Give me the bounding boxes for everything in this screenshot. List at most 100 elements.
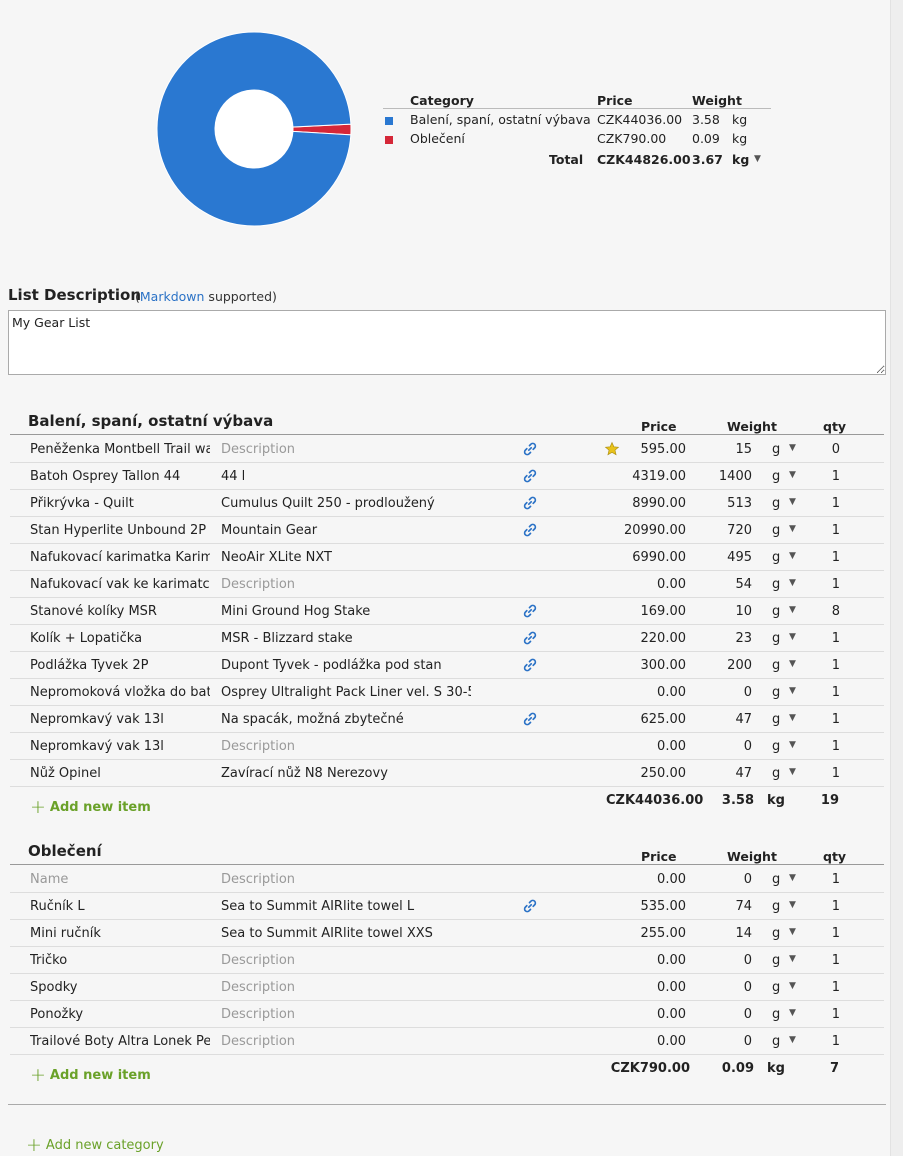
chevron-down-icon[interactable]: ▼ (789, 659, 796, 669)
item-name-field[interactable]: Batoh Osprey Tallon 44 (30, 469, 181, 484)
item-row[interactable]: Podlážka Tyvek 2P Dupont Tyvek - podlážk… (10, 652, 884, 679)
category-name[interactable]: Oblečení (28, 842, 102, 860)
item-price-field[interactable]: 0.00 (657, 739, 686, 754)
item-unit-select[interactable]: g (772, 523, 781, 538)
item-price-field[interactable]: 535.00 (640, 899, 687, 914)
item-unit-select[interactable]: g (772, 980, 781, 995)
item-unit-select[interactable]: g (772, 953, 781, 968)
item-price-field[interactable]: 300.00 (640, 658, 687, 673)
chevron-down-icon[interactable]: ▼ (789, 497, 796, 507)
item-weight-field[interactable]: 23 (735, 631, 752, 646)
item-weight-field[interactable]: 47 (735, 712, 752, 727)
item-name-field[interactable]: Přikrývka - Quilt (30, 496, 134, 511)
item-unit-select[interactable]: g (772, 712, 781, 727)
scrollbar[interactable] (890, 0, 903, 1156)
item-row[interactable]: Tričko Description 0.00 0 g ▼ 1 (10, 947, 884, 974)
chevron-down-icon[interactable]: ▼ (789, 605, 796, 615)
item-weight-field[interactable]: 200 (727, 658, 752, 673)
item-qty-field[interactable]: 1 (831, 631, 840, 646)
link-icon[interactable] (522, 468, 538, 484)
chevron-down-icon[interactable]: ▼ (789, 713, 796, 723)
item-description-field[interactable]: Na spacák, možná zbytečné (221, 712, 404, 727)
item-description-field[interactable]: Osprey Ultralight Pack Liner vel. S 30-5… (221, 685, 471, 700)
item-description-field[interactable]: 44 l (221, 469, 246, 484)
item-row[interactable]: Spodky Description 0.00 0 g ▼ 1 (10, 974, 884, 1001)
chevron-down-icon[interactable]: ▼ (789, 1008, 796, 1018)
item-name-field[interactable]: Ručník L (30, 899, 85, 914)
link-icon[interactable] (522, 495, 538, 511)
item-description-field[interactable]: Description (221, 739, 296, 754)
item-qty-field[interactable]: 1 (831, 496, 840, 511)
chevron-down-icon[interactable]: ▼ (789, 873, 796, 883)
item-unit-select[interactable]: g (772, 577, 781, 592)
item-row[interactable]: Mini ručník Sea to Summit AIRlite towel … (10, 920, 884, 947)
item-description-field[interactable]: Description (221, 980, 296, 995)
chevron-down-icon[interactable]: ▼ (789, 900, 796, 910)
item-name-field[interactable]: Nůž Opinel (30, 766, 101, 781)
item-row[interactable]: Peněženka Montbell Trail wall Descriptio… (10, 436, 884, 463)
item-weight-field[interactable]: 0 (743, 1007, 752, 1022)
item-description-field[interactable]: Description (221, 872, 296, 887)
item-name-field[interactable]: Mini ručník (30, 926, 101, 941)
chevron-down-icon[interactable]: ▼ (789, 686, 796, 696)
item-qty-field[interactable]: 1 (831, 899, 840, 914)
chevron-down-icon[interactable]: ▼ (789, 767, 796, 777)
item-unit-select[interactable]: g (772, 1034, 781, 1049)
item-weight-field[interactable]: 74 (735, 899, 752, 914)
item-qty-field[interactable]: 1 (831, 739, 840, 754)
item-unit-select[interactable]: g (772, 926, 781, 941)
chevron-down-icon[interactable]: ▼ (789, 443, 796, 453)
item-price-field[interactable]: 0.00 (657, 577, 686, 592)
item-price-field[interactable]: 250.00 (640, 766, 687, 781)
chevron-down-icon[interactable]: ▼ (789, 578, 796, 588)
category-name[interactable]: Balení, spaní, ostatní výbava (28, 412, 274, 430)
item-description-field[interactable]: Dupont Tyvek - podlážka pod stan (221, 658, 442, 673)
item-name-field[interactable]: Spodky (30, 980, 78, 995)
item-unit-select[interactable]: g (772, 469, 781, 484)
item-description-field[interactable]: Zavírací nůž N8 Nerezovy (221, 766, 388, 781)
chevron-down-icon[interactable]: ▼ (789, 524, 796, 534)
item-unit-select[interactable]: g (772, 604, 781, 619)
link-icon[interactable] (522, 522, 538, 538)
item-weight-field[interactable]: 15 (735, 442, 752, 457)
item-weight-field[interactable]: 0 (743, 872, 752, 887)
chevron-down-icon[interactable]: ▼ (789, 1035, 796, 1045)
item-unit-select[interactable]: g (772, 766, 781, 781)
item-unit-select[interactable]: g (772, 496, 781, 511)
item-qty-field[interactable]: 0 (831, 442, 840, 457)
item-weight-field[interactable]: 0 (743, 739, 752, 754)
chevron-down-icon[interactable]: ▼ (789, 551, 796, 561)
item-row[interactable]: Batoh Osprey Tallon 44 44 l 4319.00 1400… (10, 463, 884, 490)
chevron-down-icon[interactable]: ▼ (789, 740, 796, 750)
item-row[interactable]: Ponožky Description 0.00 0 g ▼ 1 (10, 1001, 884, 1028)
item-row[interactable]: Nepromkavý vak 13l Description 0.00 0 g … (10, 733, 884, 760)
add-new-item-button[interactable]: + Add new item (30, 1062, 151, 1086)
item-unit-select[interactable]: g (772, 685, 781, 700)
item-qty-field[interactable]: 1 (831, 1034, 840, 1049)
item-unit-select[interactable]: g (772, 739, 781, 754)
item-price-field[interactable]: 20990.00 (623, 523, 686, 538)
item-name-field[interactable]: Kolík + Lopatička (30, 631, 143, 646)
item-description-field[interactable]: Description (221, 1034, 296, 1049)
item-row[interactable]: Nůž Opinel Zavírací nůž N8 Nerezovy 250.… (10, 760, 884, 787)
item-description-field[interactable]: Description (221, 577, 296, 592)
item-unit-select[interactable]: g (772, 550, 781, 565)
item-name-field[interactable]: Podlážka Tyvek 2P (30, 658, 149, 673)
chevron-down-icon[interactable]: ▼ (789, 954, 796, 964)
item-name-field[interactable]: Nafukovací vak ke karimatce (30, 577, 210, 592)
item-row[interactable]: Přikrývka - Quilt Cumulus Quilt 250 - pr… (10, 490, 884, 517)
item-description-field[interactable]: Mountain Gear (221, 523, 318, 538)
item-name-field[interactable]: Nepromoková vložka do batohu (30, 685, 210, 700)
item-price-field[interactable]: 8990.00 (632, 496, 686, 511)
item-description-field[interactable]: Sea to Summit AIRlite towel XXS (221, 926, 433, 941)
item-price-field[interactable]: 0.00 (657, 1007, 686, 1022)
link-icon[interactable] (522, 603, 538, 619)
item-weight-field[interactable]: 513 (727, 496, 752, 511)
item-price-field[interactable]: 0.00 (657, 685, 686, 700)
item-unit-select[interactable]: g (772, 1007, 781, 1022)
item-price-field[interactable]: 0.00 (657, 1034, 686, 1049)
item-qty-field[interactable]: 1 (831, 953, 840, 968)
item-name-field[interactable]: Stanové kolíky MSR (30, 604, 157, 619)
item-weight-field[interactable]: 14 (735, 926, 752, 941)
item-qty-field[interactable]: 1 (831, 980, 840, 995)
